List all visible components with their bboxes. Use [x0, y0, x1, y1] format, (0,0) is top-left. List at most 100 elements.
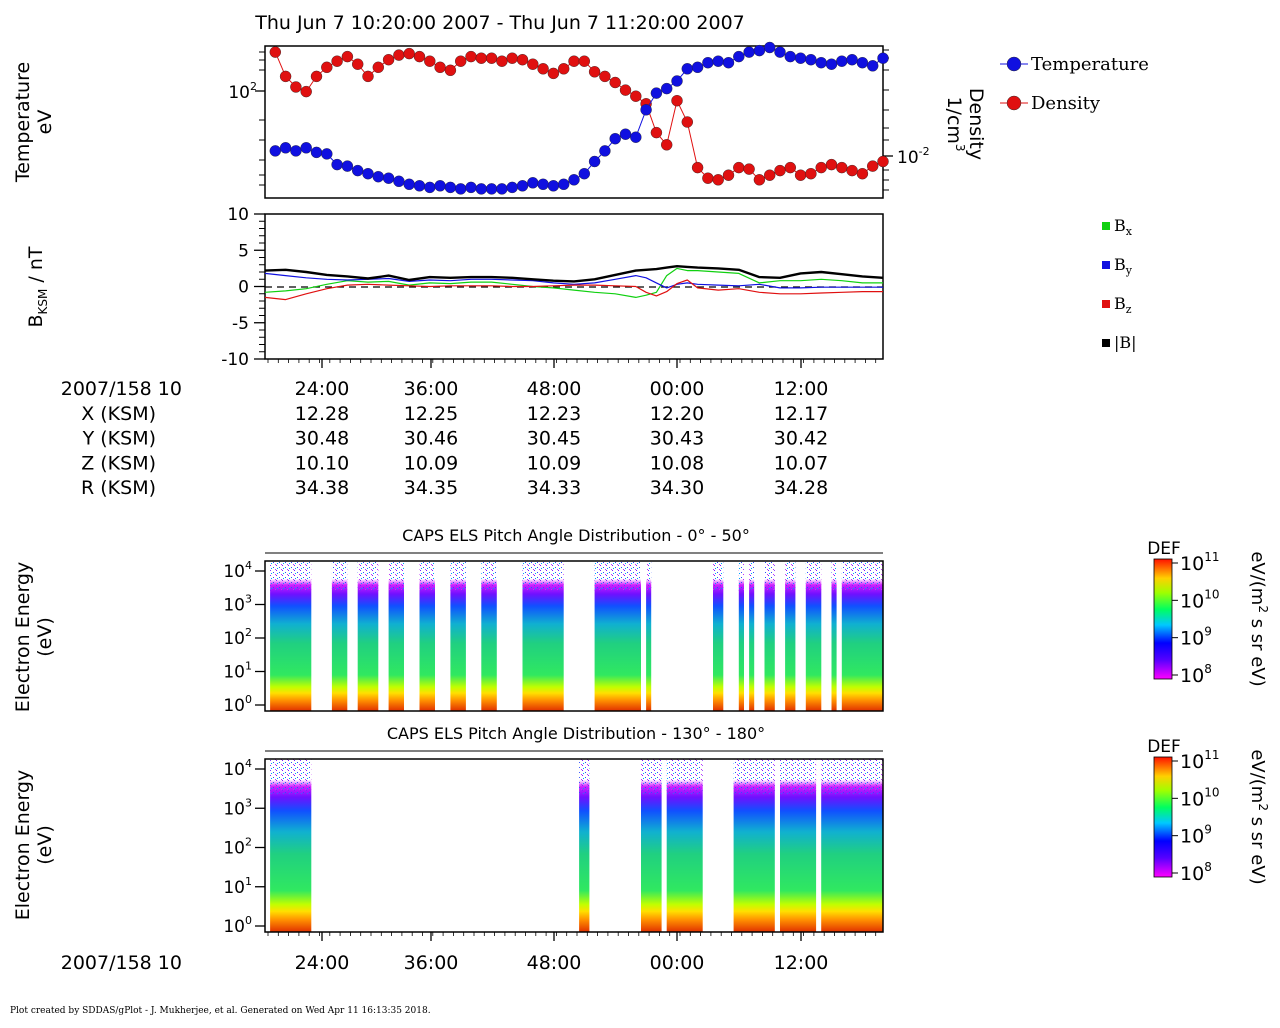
density-point [558, 63, 570, 75]
temperature-point [558, 178, 570, 191]
spectrogram-sparse-region [821, 759, 883, 794]
energy-tick-exponent: 3 [245, 593, 252, 606]
density-point [310, 70, 323, 83]
colorbar-tick-label: 109 [1180, 823, 1212, 848]
bfield-ytick-label: 10 [227, 205, 249, 225]
energy-tick-base: 10 [223, 629, 245, 649]
spectrogram-block [419, 561, 435, 711]
ephemeris-row-label: X (KSM) [81, 403, 156, 425]
density-minor-ticks [883, 49, 893, 191]
spectrogram-block [646, 561, 652, 711]
spectrogram-sparse-region [805, 561, 822, 591]
ephemeris-value: 30.43 [650, 428, 704, 450]
bfield-legend-subscript: z [1126, 303, 1132, 316]
spectrogram-sparse-region [646, 561, 652, 591]
density-point [764, 169, 776, 181]
spectrogram-sparse-region [270, 759, 312, 794]
density-point [619, 84, 632, 96]
temperature-density-panel: 102 10-2 Temperature eV Density 1/cm3 Te… [12, 41, 1149, 199]
density-point [774, 164, 786, 177]
density-point [403, 47, 415, 60]
colorbar-tick-base: 10 [1180, 628, 1204, 650]
els-pad-0-50-title: CAPS ELS Pitch Angle Distribution - 0° -… [402, 526, 750, 545]
spectrogram-block [450, 561, 466, 711]
colorbar-unit-superscript: 2 [1256, 605, 1270, 613]
ephemeris-value: 10.09 [404, 452, 458, 474]
energy-tick-base: 10 [223, 696, 245, 716]
temperature-point [650, 87, 663, 99]
temperature-point [475, 183, 487, 195]
density-point [413, 50, 426, 63]
time-tick-label: 24:00 [295, 378, 350, 400]
ephemeris-value: 10.07 [774, 452, 828, 474]
spectrogram-sparse-region [522, 561, 564, 591]
spectrogram-block [713, 561, 724, 711]
spectrogram-sparse-region [831, 561, 837, 591]
density-point [496, 55, 508, 67]
colorbar-tick-exponent: 8 [1204, 860, 1212, 874]
density-point [568, 55, 580, 67]
time-tick-label: 12:00 [774, 378, 829, 400]
colorbar-tick-label: 1010 [1180, 587, 1219, 612]
energy-tick-label: 101 [223, 875, 252, 898]
ephemeris-value: 30.46 [404, 428, 458, 450]
temperature-point [661, 82, 673, 95]
bfield-Bx-line [264, 267, 883, 298]
density-point [588, 66, 601, 78]
header-time-range: Thu Jun 7 10:20:00 2007 - Thu Jun 7 11:2… [254, 12, 745, 34]
els-pad-0-50-spectrogram [270, 561, 883, 711]
density-point [269, 46, 281, 58]
density-point [877, 155, 889, 168]
energy-tick-base: 10 [223, 878, 245, 898]
colorbar-unit-tail: s sr eV) [1247, 613, 1268, 687]
density-legend-marker [1006, 95, 1022, 111]
density-point [434, 61, 446, 74]
temperature-point [619, 128, 632, 140]
colorbar-unit-superscript: 2 [1256, 803, 1270, 811]
colorbar-tick-base: 10 [1180, 751, 1204, 773]
temperature-point [671, 75, 683, 87]
density-point [743, 163, 755, 175]
els-pad-0-50-ylabel-line2: (eV) [34, 617, 56, 657]
density-point [516, 54, 529, 66]
density-point [846, 164, 858, 177]
colorbar-label: DEF [1147, 737, 1181, 757]
spectrogram-sparse-region [594, 561, 641, 591]
bfield-legend-label: Bz [1114, 294, 1132, 316]
colorbar-tick-exponent: 11 [1204, 748, 1219, 762]
temperature-point [722, 57, 735, 69]
ephemeris-value: 34.33 [527, 477, 581, 499]
temperature-point [568, 174, 580, 186]
spectrogram-sparse-region [733, 759, 775, 794]
colorbar-tick-label: 1010 [1180, 785, 1219, 810]
spectrogram-sparse-region [270, 561, 312, 591]
temperature-legend-label: Temperature [1031, 54, 1149, 75]
spectrogram-sparse-region [713, 561, 724, 591]
ephemeris-value: 10.09 [527, 452, 581, 474]
density-point [825, 158, 838, 171]
temperature-legend-entry: Temperature [1000, 54, 1149, 75]
temperature-point [784, 50, 796, 63]
temperature-point [578, 167, 590, 180]
spectrogram-sparse-region [764, 561, 775, 591]
els-pad-130-180-ylabel-line1: Electron Energy [12, 770, 34, 921]
energy-tick-base: 10 [223, 663, 245, 683]
temperature-point [537, 178, 549, 191]
spectrogram-sparse-region [388, 561, 404, 591]
temperature-point [856, 57, 869, 69]
ephemeris-value: 12.20 [650, 403, 704, 425]
bfield-legend-swatch [1102, 339, 1110, 347]
colorbar-tick-base: 10 [1180, 665, 1204, 687]
colorbar-tick-exponent: 10 [1204, 587, 1219, 601]
ephemeris-table: 24:00 36:00 48:00 00:00 12:00 2007/158 10 X … [61, 359, 877, 499]
density-ytick-label: 10-2 [897, 145, 930, 168]
energy-tick-base: 10 [223, 917, 245, 937]
temperature-point [753, 44, 766, 57]
temperature-ylabel-line1: Temperature [12, 62, 34, 183]
density-point [650, 126, 663, 139]
energy-tick-exponent: 4 [245, 757, 252, 770]
spectrogram-block [764, 561, 775, 711]
temperature-point [630, 131, 642, 143]
density-point [331, 55, 343, 67]
bfield-ytick-label: -10 [221, 350, 249, 370]
